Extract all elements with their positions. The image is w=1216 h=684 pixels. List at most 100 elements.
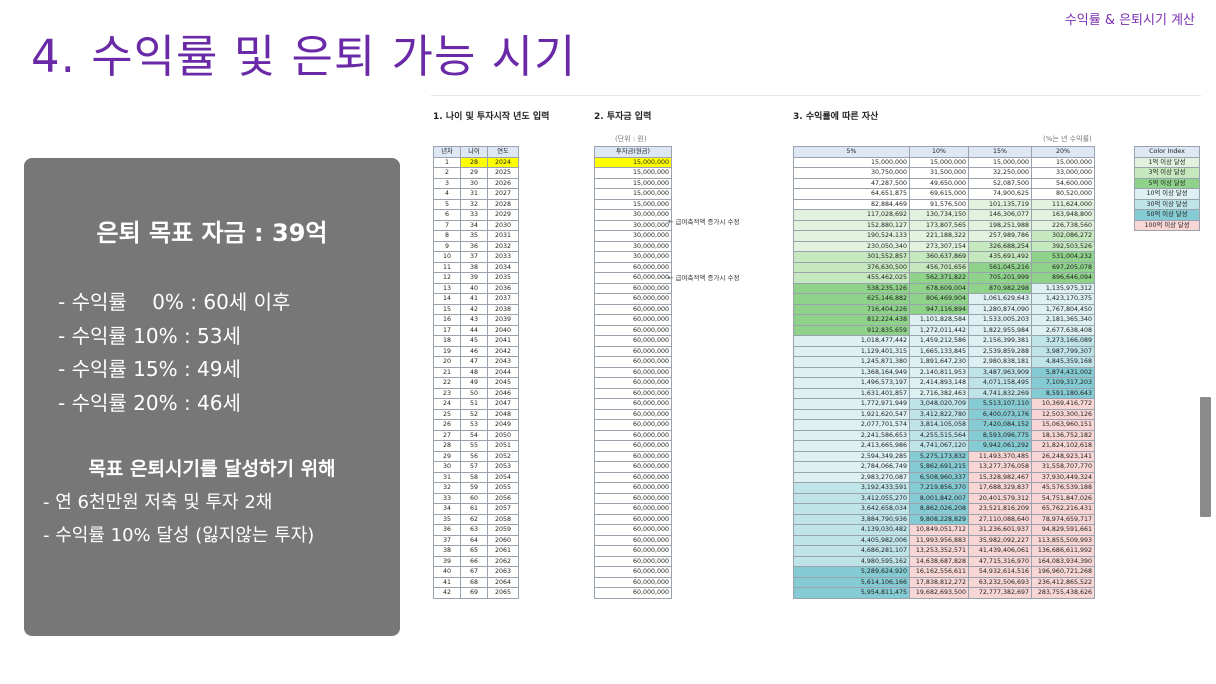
asset-cell-r20: 18,136,752,182 xyxy=(1031,429,1095,441)
table-row: 22 49 2045 xyxy=(433,377,519,389)
table-row: 29 56 2052 xyxy=(433,450,519,462)
legend-row: 10억 이상 달성 xyxy=(1134,188,1200,200)
table-row: 30 57 2053 xyxy=(433,461,519,473)
year-cell: 2039 xyxy=(487,314,519,326)
principal-cell: 60,000,000 xyxy=(594,419,672,431)
asset-cell-r10: 49,650,000 xyxy=(909,177,969,189)
legend-item: 30억 이상 달성 xyxy=(1134,198,1200,210)
table-row: 60,000,000 xyxy=(594,492,672,504)
year-no-cell: 34 xyxy=(433,503,461,515)
table-row: 40 67 2063 xyxy=(433,566,519,578)
table-row: 30,000,000 xyxy=(594,219,672,231)
asset-cell-r20: 26,248,923,141 xyxy=(1031,450,1095,462)
table-row: 117,028,692 130,734,150 146,306,077 163,948… xyxy=(793,209,1095,221)
asset-cell-r20: 392,503,526 xyxy=(1031,240,1095,252)
principal-cell: 60,000,000 xyxy=(594,566,672,578)
table-row: 16 43 2039 xyxy=(433,314,519,326)
year-cell: 2031 xyxy=(487,230,519,242)
principal-cell: 60,000,000 xyxy=(594,324,672,336)
table-row: 17 44 2040 xyxy=(433,324,519,336)
asset-cell-r15: 32,250,000 xyxy=(968,167,1032,179)
col-header-5pct: 5% xyxy=(793,146,910,158)
table-row: 60,000,000 xyxy=(594,377,672,389)
year-cell: 2038 xyxy=(487,303,519,315)
asset-cell-r5: 3,412,055,270 xyxy=(793,492,910,504)
principal-cell: 15,000,000 xyxy=(594,177,672,189)
asset-cell-r20: 4,845,359,168 xyxy=(1031,356,1095,368)
table-row: 60,000,000 xyxy=(594,461,672,473)
legend-row: 1억 이상 달성 xyxy=(1134,156,1200,168)
year-cell: 2048 xyxy=(487,408,519,420)
principal-cell: 60,000,000 xyxy=(594,503,672,515)
unit-note: (단위 : 원) xyxy=(615,135,647,143)
table-row: 60,000,000 xyxy=(594,303,672,315)
asset-cell-r15: 5,513,107,110 xyxy=(968,398,1032,410)
note-salary-1: ← 급여축적액 증가시 수정 xyxy=(668,218,740,226)
year-no-cell: 7 xyxy=(433,219,461,231)
legend-item: 3억 이상 달성 xyxy=(1134,167,1200,179)
table-row: 60,000,000 xyxy=(594,356,672,368)
year-no-cell: 38 xyxy=(433,545,461,557)
legend-item: 1억 이상 달성 xyxy=(1134,156,1200,168)
asset-cell-r15: 2,156,399,381 xyxy=(968,335,1032,347)
year-no-cell: 2 xyxy=(433,167,461,179)
table-row: 812,224,438 1,101,828,584 1,533,005,203 2,1… xyxy=(793,314,1095,326)
col-header-year-no: 년차 xyxy=(433,146,461,158)
asset-cell-r5: 912,835,659 xyxy=(793,324,910,336)
principal-cell: 60,000,000 xyxy=(594,356,672,368)
table-row: 60,000,000 xyxy=(594,419,672,431)
table-row: 716,404,226 947,116,894 1,280,874,090 1,767… xyxy=(793,303,1095,315)
asset-cell-r5: 455,462,025 xyxy=(793,272,910,284)
asset-cell-r10: 130,734,150 xyxy=(909,209,969,221)
principal-cell: 30,000,000 xyxy=(594,219,672,231)
age-cell: 66 xyxy=(460,555,488,567)
principal-cell: 60,000,000 xyxy=(594,429,672,441)
asset-cell-r15: 63,232,506,693 xyxy=(968,576,1032,588)
principal-cell: 15,000,000 xyxy=(594,156,672,168)
year-no-cell: 18 xyxy=(433,335,461,347)
year-no-cell: 21 xyxy=(433,366,461,378)
table-row: 60,000,000 xyxy=(594,450,672,462)
asset-cell-r10: 31,500,000 xyxy=(909,167,969,179)
asset-cell-r15: 705,201,999 xyxy=(968,272,1032,284)
year-cell: 2064 xyxy=(487,576,519,588)
asset-cell-r10: 16,162,556,611 xyxy=(909,566,969,578)
year-cell: 2052 xyxy=(487,450,519,462)
year-no-cell: 9 xyxy=(433,240,461,252)
vertical-scrollbar[interactable] xyxy=(1200,397,1211,517)
asset-cell-r10: 5,275,173,832 xyxy=(909,450,969,462)
table-row: 912,835,659 1,272,011,442 1,822,955,984 2,6… xyxy=(793,324,1095,336)
asset-cell-r10: 1,665,133,845 xyxy=(909,345,969,357)
table-row: 60,000,000 xyxy=(594,261,672,273)
principal-cell: 15,000,000 xyxy=(594,167,672,179)
table-row: 64,651,875 69,615,000 74,900,625 80,520,000 xyxy=(793,188,1095,200)
how-to-title: 목표 은퇴시기를 달성하기 위해 xyxy=(88,458,336,480)
year-cell: 2065 xyxy=(487,587,519,599)
table-row: 2 29 2025 xyxy=(433,167,519,179)
asset-cell-r10: 947,116,894 xyxy=(909,303,969,315)
principal-cell: 60,000,000 xyxy=(594,461,672,473)
legend-row: 100억 이상 달성 xyxy=(1134,219,1200,231)
table-row: 82,884,469 91,576,500 101,135,719 111,624,0… xyxy=(793,198,1095,210)
asset-cell-r20: 302,086,272 xyxy=(1031,230,1095,242)
table-row: 38 65 2061 xyxy=(433,545,519,557)
asset-cell-r5: 4,139,030,482 xyxy=(793,524,910,536)
year-no-cell: 22 xyxy=(433,377,461,389)
principal-cell: 60,000,000 xyxy=(594,398,672,410)
asset-cell-r5: 4,686,281,107 xyxy=(793,545,910,557)
asset-cell-r5: 2,077,701,574 xyxy=(793,419,910,431)
asset-cell-r15: 17,688,329,837 xyxy=(968,482,1032,494)
year-no-cell: 27 xyxy=(433,429,461,441)
year-cell: 2041 xyxy=(487,335,519,347)
table-row: 1,772,971,949 3,048,020,709 5,513,107,110 1… xyxy=(793,398,1095,410)
table-row: 25 52 2048 xyxy=(433,408,519,420)
table-row: 2,983,270,087 6,508,960,337 15,328,982,467… xyxy=(793,471,1095,483)
table-row: 10 37 2033 xyxy=(433,251,519,263)
asset-cell-r10: 6,508,960,337 xyxy=(909,471,969,483)
table-row: 60,000,000 xyxy=(594,387,672,399)
year-cell: 2045 xyxy=(487,377,519,389)
asset-cell-r20: 531,004,232 xyxy=(1031,251,1095,263)
asset-cell-r15: 15,328,982,467 xyxy=(968,471,1032,483)
year-cell: 2025 xyxy=(487,167,519,179)
asset-cell-r15: 31,236,601,937 xyxy=(968,524,1032,536)
